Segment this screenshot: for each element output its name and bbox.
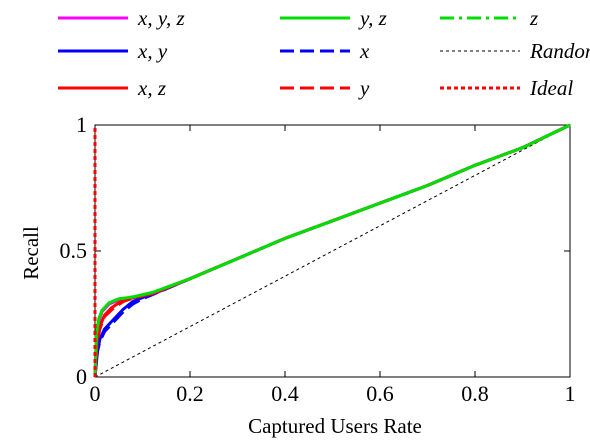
legend-label: y, z <box>358 6 387 30</box>
series-line-random <box>94 124 571 378</box>
series-line-z <box>93 123 571 378</box>
y-tick-label: 0 <box>76 364 87 389</box>
legend-label: x, z <box>137 76 166 100</box>
y-axis-label: Recall <box>19 226 43 280</box>
x-tick-label: 0 <box>90 381 101 406</box>
x-axis-label: Captured Users Rate <box>248 414 422 438</box>
y-tick-label: 0.5 <box>60 238 88 263</box>
axes: 0 0.2 0.4 0.6 0.8 1 0 0.5 1 <box>60 112 576 406</box>
series-lines <box>93 123 571 378</box>
y-tick-label: 1 <box>76 112 87 137</box>
legend-label: Random <box>529 39 590 63</box>
legend-label: x, y, z <box>137 6 185 30</box>
legend-label: Ideal <box>529 76 573 100</box>
legend-label: z <box>529 6 538 30</box>
legend-label: x <box>359 39 370 63</box>
x-tick-label: 0.4 <box>271 381 299 406</box>
x-tick-label: 0.2 <box>176 381 204 406</box>
legend-label: x, y <box>137 39 168 63</box>
legend: x, y, z x, y x, z y, z xy z Random Ideal <box>58 6 590 100</box>
x-tick-label: 0.6 <box>366 381 394 406</box>
x-tick-label: 0.8 <box>461 381 489 406</box>
legend-label: y <box>358 76 370 100</box>
x-tick-label: 1 <box>565 381 576 406</box>
